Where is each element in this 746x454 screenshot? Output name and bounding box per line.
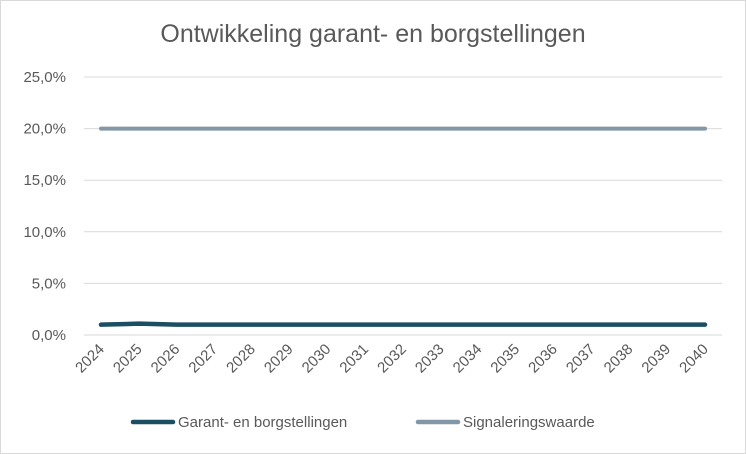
legend: Garant- en borgstellingen Signaleringswaa…	[130, 414, 595, 431]
x-tick-label: 2038	[601, 341, 637, 377]
y-tick-label: 25,0%	[23, 69, 66, 86]
x-tick-label: 2033	[412, 341, 448, 377]
x-tick-label: 2032	[374, 341, 410, 377]
y-tick-label: 20,0%	[23, 121, 66, 138]
y-tick-label: 5,0%	[32, 275, 66, 292]
y-axis-ticks: 0,0% 5,0% 10,0% 15,0% 20,0% 25,0%	[23, 69, 66, 344]
legend-label: Garant- en borgstellingen	[178, 414, 347, 431]
x-tick-label: 2040	[676, 341, 712, 377]
x-tick-label: 2024	[72, 341, 108, 377]
y-tick-label: 10,0%	[23, 224, 66, 241]
x-tick-label: 2029	[261, 341, 297, 377]
x-tick-label: 2028	[223, 341, 259, 377]
y-tick-label: 15,0%	[23, 172, 66, 189]
series-lines	[98, 126, 708, 327]
x-tick-label: 2027	[185, 341, 221, 377]
x-tick-label: 2039	[638, 341, 674, 377]
series-line-garant-en-borgstellingen	[98, 321, 708, 327]
gridlines	[84, 76, 722, 336]
x-tick-label: 2026	[148, 341, 184, 377]
x-tick-label: 2030	[299, 341, 335, 377]
x-axis-ticks: 2024 2025 2026 2027 2028 2029 2030 2031 2032 2033…	[72, 341, 712, 377]
x-tick-label: 2035	[487, 341, 523, 377]
y-tick-label: 0,0%	[32, 327, 66, 344]
x-tick-label: 2031	[336, 341, 372, 377]
x-tick-label: 2025	[110, 341, 146, 377]
chart-title: Ontwikkeling garant- en borgstellingen	[160, 20, 586, 48]
legend-label: Signaleringswaarde	[463, 414, 595, 431]
x-tick-label: 2036	[525, 341, 561, 377]
x-tick-label: 2034	[450, 341, 486, 377]
x-tick-label: 2037	[563, 341, 599, 377]
